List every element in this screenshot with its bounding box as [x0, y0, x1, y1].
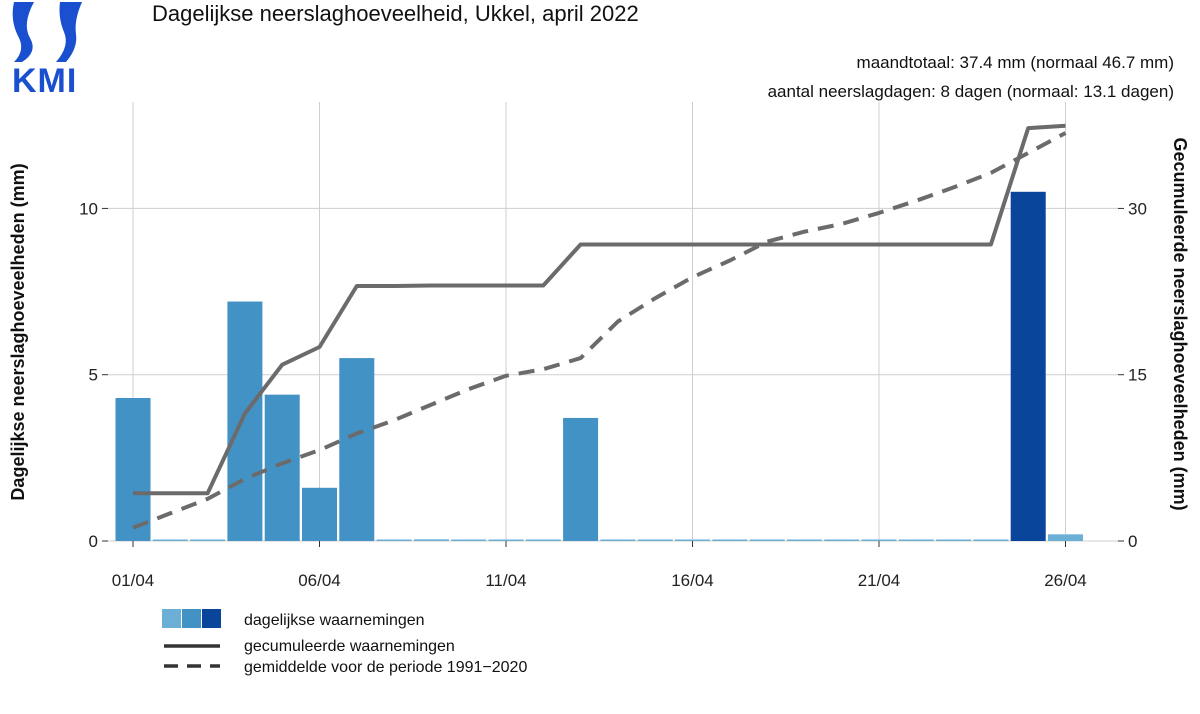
legend-item-cumulative: gecumuleerde waarnemingen: [164, 638, 455, 655]
y-tick-label-right: 30: [1128, 199, 1147, 218]
y-axis-left-label: Dagelijkse neerslaghoeveelheden (mm): [8, 163, 28, 500]
legend-item-normal: gemiddelde voor de periode 1991−2020: [164, 659, 527, 676]
legend-item-daily: dagelijkse waarnemingen: [162, 609, 425, 629]
bar-day-21: [861, 539, 897, 541]
bar-day-14: [600, 539, 636, 541]
bar-day-19: [786, 539, 822, 541]
bar-day-24: [973, 539, 1009, 541]
y-tick-label-right: 15: [1128, 366, 1147, 385]
legend: dagelijkse waarnemingen gecumuleerde waa…: [162, 609, 527, 676]
x-tick-label: 06/04: [298, 571, 341, 590]
x-tick-label: 26/04: [1044, 571, 1087, 590]
x-tick-label: 11/04: [485, 571, 526, 590]
y-tick-label-left: 0: [89, 532, 98, 551]
bar-day-17: [712, 539, 748, 541]
y-tick-label-left: 5: [89, 366, 98, 385]
y-axis-right-label: Gecumuleerde neerslaghoeveelheden (mm): [1170, 137, 1190, 510]
bars: [115, 191, 1083, 541]
lines: [132, 123, 1067, 530]
bar-day-26: [1048, 534, 1083, 541]
legend-label-normal: gemiddelde voor de periode 1991−2020: [244, 659, 527, 676]
y-tick-label-left: 10: [79, 199, 98, 218]
y-axis-right: 0 15 30: [1118, 199, 1147, 551]
bar-day-23: [936, 539, 972, 541]
x-tick-label: 21/04: [858, 571, 901, 590]
y-axis-left: 0 5 10: [79, 199, 108, 551]
series-line-normal: [132, 131, 1067, 530]
bar-day-4: [227, 301, 263, 541]
bar-day-22: [898, 539, 934, 541]
bar-day-8: [376, 539, 412, 541]
bar-day-9: [413, 539, 449, 541]
stat-month-total: maandtotaal: 37.4 mm (normaal 46.7 mm): [857, 53, 1174, 72]
legend-swatch-dark: [202, 609, 221, 628]
bar-day-10: [451, 539, 487, 541]
bar-day-20: [824, 539, 860, 541]
logo-text: KMI: [12, 62, 77, 100]
bar-day-2: [152, 539, 188, 541]
y-tick-label-right: 0: [1128, 532, 1137, 551]
x-tick-label: 16/04: [671, 571, 714, 590]
bar-day-5: [264, 394, 300, 541]
bar-day-13: [563, 417, 599, 541]
chart-title: Dagelijkse neerslaghoeveelheid, Ukkel, a…: [152, 1, 639, 26]
stat-rain-days: aantal neerslagdagen: 8 dagen (normaal: …: [768, 82, 1174, 101]
x-tick-label: 01/04: [112, 571, 155, 590]
x-axis: 01/04 06/04 11/04 16/04 21/04 26/04: [112, 541, 1087, 590]
bar-day-3: [190, 539, 226, 541]
bar-day-1: [115, 397, 151, 541]
bar-day-7: [339, 358, 375, 541]
bar-day-16: [675, 539, 710, 541]
series-line-cumulative: [133, 123, 1066, 496]
bar-day-15: [637, 539, 673, 541]
legend-label-cumulative: gecumuleerde waarnemingen: [244, 638, 455, 655]
bar-day-25: [1010, 191, 1046, 541]
bar-day-18: [749, 539, 785, 541]
legend-swatch-light: [162, 609, 181, 628]
legend-label-daily: dagelijkse waarnemingen: [244, 612, 425, 629]
kmi-logo: KMI: [12, 2, 82, 100]
legend-swatch-medium: [182, 609, 201, 628]
bar-day-12: [525, 539, 561, 541]
bar-day-6: [302, 487, 337, 541]
bar-day-11: [488, 539, 524, 541]
